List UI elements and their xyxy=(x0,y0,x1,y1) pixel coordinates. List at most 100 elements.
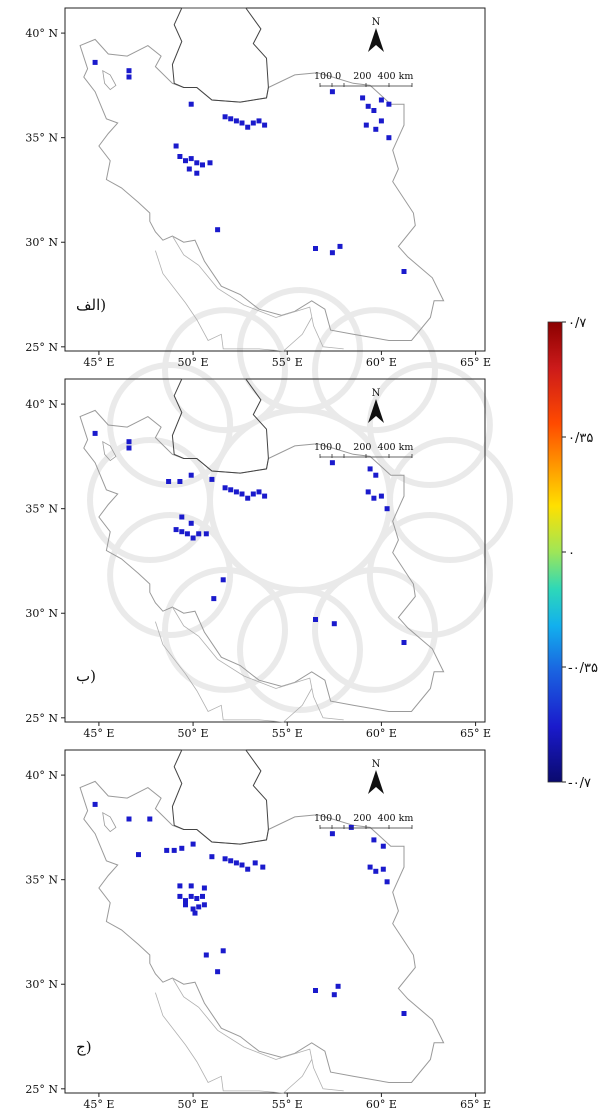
y-tick-label: 35° N xyxy=(25,503,58,516)
station-point xyxy=(126,439,132,445)
arabian-coastline xyxy=(155,250,313,352)
station-point xyxy=(365,103,371,109)
station-point xyxy=(239,491,245,497)
station-point xyxy=(245,124,251,130)
station-point xyxy=(177,893,183,899)
station-point xyxy=(384,506,390,512)
station-point xyxy=(239,120,245,126)
station-point xyxy=(126,68,132,74)
y-tick-label: 25° N xyxy=(25,712,58,725)
scale-bar-label: 100 0 200 400 km xyxy=(314,71,413,82)
scale-bar-label: 100 0 200 400 km xyxy=(314,813,413,824)
station-point xyxy=(164,847,170,853)
y-tick-label: 25° N xyxy=(25,1083,58,1096)
station-point xyxy=(262,493,268,499)
station-point xyxy=(313,988,318,993)
station-point xyxy=(337,243,343,249)
watermark-petal xyxy=(107,362,234,488)
station-point xyxy=(190,535,196,541)
y-tick-label: 30° N xyxy=(25,607,58,620)
map-decorations: N 100 0 200 400 km xyxy=(314,17,413,87)
station-point xyxy=(331,621,337,627)
station-point xyxy=(228,487,234,493)
station-point xyxy=(228,858,234,864)
station-point xyxy=(222,856,228,862)
station-point xyxy=(245,495,251,501)
station-point xyxy=(126,74,132,80)
station-point xyxy=(233,860,239,866)
station-point xyxy=(260,864,266,870)
station-point xyxy=(179,514,185,520)
x-tick-label: 45° E xyxy=(83,1098,114,1111)
y-tick-label: 35° N xyxy=(25,132,58,145)
watermark-petal xyxy=(387,437,513,563)
station-point xyxy=(209,854,215,860)
station-point xyxy=(228,116,234,122)
station-point xyxy=(239,862,245,868)
station-point xyxy=(252,860,258,866)
panel-label: الف) xyxy=(76,296,106,314)
map-frame xyxy=(64,749,486,1094)
map-frame xyxy=(64,378,486,723)
caspian-sea-outline xyxy=(171,378,269,474)
station-point xyxy=(188,156,194,162)
x-tick-label: 45° E xyxy=(83,727,114,740)
station-point xyxy=(196,531,202,537)
station-point xyxy=(245,866,251,872)
station-point xyxy=(367,864,373,870)
colorbar-tick-label: -۰/۷ xyxy=(568,776,591,791)
station-point xyxy=(329,460,335,466)
watermark-petal xyxy=(312,307,438,434)
map-frame xyxy=(64,7,486,352)
station-point xyxy=(256,489,262,495)
station-point xyxy=(196,904,202,910)
station-point xyxy=(166,479,172,484)
lake-urmia-outline xyxy=(102,440,117,462)
station-points xyxy=(92,59,407,274)
station-point xyxy=(203,531,209,537)
axis-ticks: 45° E 50° E 55° E 60° E 65° E 40° N 35° N 30° N… xyxy=(25,27,491,369)
station-point xyxy=(184,531,190,537)
panel-label: ب) xyxy=(76,667,96,685)
station-point xyxy=(183,158,188,164)
watermark-core xyxy=(207,407,393,593)
iran-outline xyxy=(79,378,445,723)
station-point xyxy=(386,135,392,141)
y-tick-label: 40° N xyxy=(25,27,58,40)
station-point xyxy=(190,906,196,912)
colorbar: ۰/۷ ۰/۳۵ ۰ -۰/۳۵ -۰/۷ xyxy=(547,316,598,791)
station-point xyxy=(179,845,185,851)
station-point xyxy=(371,108,377,113)
station-point xyxy=(207,160,213,166)
north-label: N xyxy=(372,17,381,28)
station-point xyxy=(186,166,192,172)
station-point xyxy=(378,493,384,499)
station-point xyxy=(401,269,407,274)
station-point xyxy=(92,430,98,436)
station-point xyxy=(190,841,196,847)
station-point xyxy=(200,893,205,899)
station-point xyxy=(203,952,209,958)
arabian-coastline xyxy=(155,621,313,723)
colorbar-gradient xyxy=(547,321,563,783)
station-point xyxy=(173,143,179,149)
station-point xyxy=(367,466,373,472)
station-point xyxy=(194,160,200,166)
station-point xyxy=(380,843,386,849)
x-tick-label: 50° E xyxy=(178,356,209,369)
station-point xyxy=(378,118,384,124)
station-point xyxy=(173,527,179,533)
station-point xyxy=(209,476,215,482)
station-point xyxy=(373,472,379,478)
station-point xyxy=(371,495,377,501)
north-arrow-icon xyxy=(368,399,384,423)
watermark-petal xyxy=(107,512,234,638)
map-panel-alef: 45° E 50° E 55° E 60° E 65° E 40° N 35° N 30° N… xyxy=(25,7,491,369)
lake-urmia-outline xyxy=(102,811,117,833)
station-point xyxy=(171,847,177,853)
station-point xyxy=(215,227,221,233)
caspian-sea-outline xyxy=(171,7,269,103)
station-point xyxy=(188,893,194,899)
station-point xyxy=(147,816,153,822)
